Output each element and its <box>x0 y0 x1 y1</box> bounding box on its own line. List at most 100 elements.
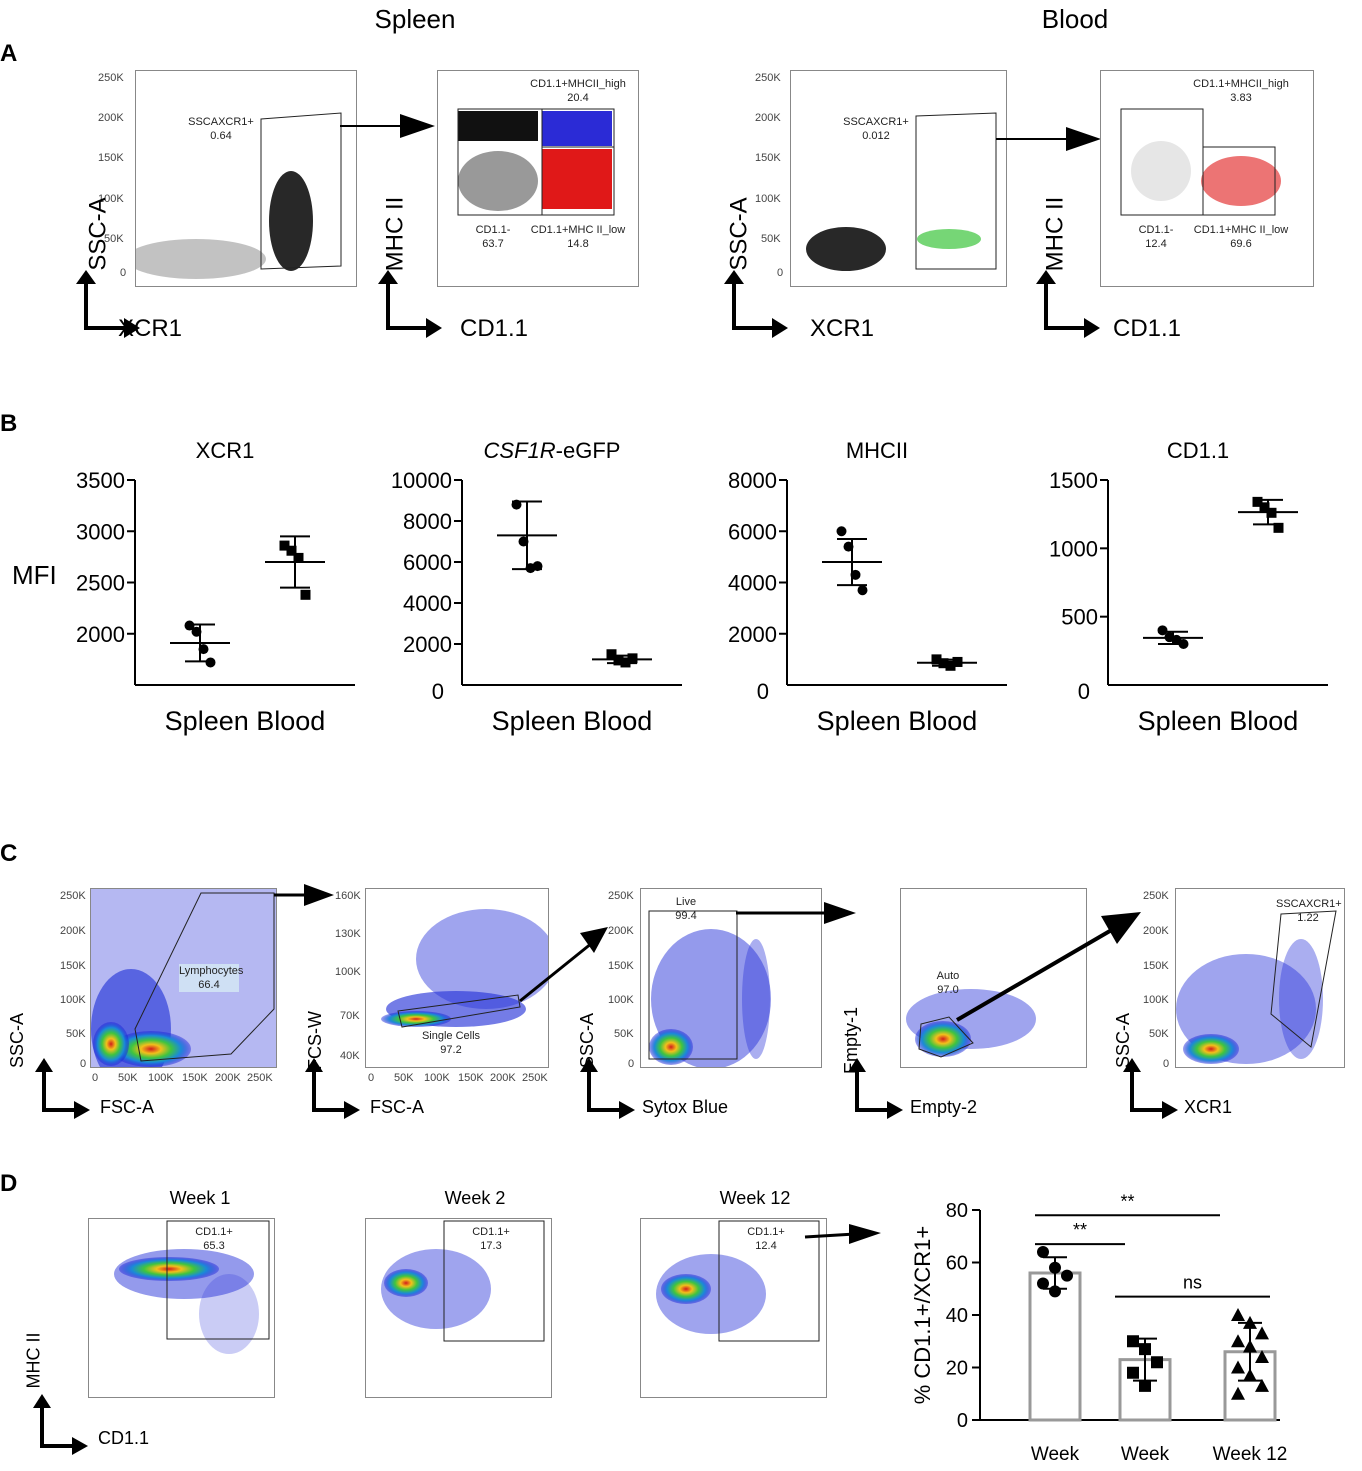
tick: 100K <box>335 966 361 978</box>
data-point <box>184 620 195 631</box>
c-scatter4 <box>906 989 1036 1058</box>
data-point <box>1037 1246 1049 1258</box>
tick: 50K <box>66 1028 86 1040</box>
c5-gate-value: 1.22 <box>1297 912 1319 924</box>
y-tick-label: 0 <box>957 1410 968 1432</box>
tick: 250K <box>1143 890 1169 902</box>
data-point <box>1243 1339 1257 1353</box>
tick: 50K <box>1149 1028 1169 1040</box>
a-blood-low-name: CD1.1+MHC II_low <box>1193 224 1289 236</box>
data-point <box>1231 1386 1245 1400</box>
c-live-plot: Live 99.4 <box>640 888 822 1068</box>
a-blood-axis-arrows <box>724 270 788 338</box>
a-spleen2-y-axis: MHC II <box>381 196 409 272</box>
d-scatter3 <box>656 1220 820 1342</box>
d-x-axis: CD1.1 <box>98 1428 150 1448</box>
a-blood-ssc-xcr1-plot: SSCAXCR1+ 0.012 <box>790 70 1007 287</box>
tick: 150K <box>182 1072 208 1084</box>
a-spleen-gate-arrow <box>340 114 435 138</box>
x-group-labels: Spleen Blood <box>817 706 978 736</box>
x-group-labels: Spleen Blood <box>165 706 326 736</box>
d3-gate-value: 12.4 <box>755 1240 777 1252</box>
data-point <box>511 499 522 510</box>
tick: 0 <box>120 267 127 279</box>
tick: 70K <box>340 1010 360 1022</box>
a-spleen-mhc-cd11-plot: CD1.1+MHCII_high 20.4 CD1.1- 63.7 CD1.1+… <box>437 70 639 287</box>
y-tick-label: 1500 <box>1049 468 1098 493</box>
y-tick-label: 2000 <box>728 622 777 647</box>
d-week2-plot: CD1.1+ 17.3 <box>365 1218 552 1398</box>
chart-title: MHCII <box>846 438 908 463</box>
c4-gate-name: Auto <box>936 970 960 982</box>
tick: 0 <box>80 1058 87 1070</box>
c3-gate-name: Live <box>675 896 697 908</box>
data-point <box>1037 1277 1049 1290</box>
c-scatter2 <box>381 909 548 1028</box>
data-point <box>1231 1334 1245 1348</box>
c-singlecells-plot: Single Cells 97.2 <box>365 888 549 1068</box>
a-blood-gate-arrow <box>996 127 1101 151</box>
data-point <box>938 658 949 669</box>
tick: 250K <box>522 1072 548 1084</box>
tick: 200K <box>608 925 634 937</box>
a-blood2-x-axis: CD1.1 <box>1113 315 1182 342</box>
a-spleen-scatter1 <box>136 112 342 279</box>
y-tick-label: 4000 <box>403 591 452 616</box>
panel-letter-a: A <box>0 40 18 67</box>
tick: 130K <box>335 928 361 940</box>
y-tick-label: 4000 <box>728 571 777 596</box>
data-point <box>293 552 304 563</box>
data-point <box>1157 625 1168 636</box>
a-blood-high-name: CD1.1+MHCII_high <box>1193 78 1289 90</box>
x-group-labels: Spleen Blood <box>1138 706 1299 736</box>
c2-gate-name: Single Cells <box>421 1030 481 1042</box>
data-point <box>1259 502 1270 513</box>
y-tick-label: 8000 <box>403 509 452 534</box>
a-blood-mhc-cd11-plot: CD1.1+MHCII_high 3.83 CD1.1- 12.4 CD1.1+… <box>1100 70 1314 287</box>
a-blood-scatter2 <box>1120 108 1281 216</box>
chart-title: CD1.1 <box>1167 438 1229 463</box>
tick: 200K <box>98 112 124 124</box>
d1-gate-name: CD1.1+ <box>195 1226 233 1238</box>
d-scatter2 <box>381 1220 545 1342</box>
y-tick-label: 2000 <box>403 632 452 657</box>
tick: 0 <box>368 1072 375 1084</box>
sig-label: ** <box>1120 1191 1134 1211</box>
data-point <box>931 654 942 665</box>
y-tick-label: 60 <box>946 1253 968 1275</box>
a-blood-high-value: 3.83 <box>1230 92 1252 104</box>
tick: 200K <box>215 1072 241 1084</box>
bar-label: Week <box>1121 1444 1170 1465</box>
data-point <box>205 657 216 668</box>
a-spleen-low-name: CD1.1+MHC II_low <box>530 224 626 236</box>
b-chart-2: MHCII 2000 4000 6000 8000 0 Spleen Blood <box>728 438 1007 736</box>
bar <box>1028 1271 1082 1422</box>
a-spleen-high-name: CD1.1+MHCII_high <box>530 78 626 90</box>
data-point <box>1243 1315 1257 1329</box>
sig-label: ns <box>1183 1273 1202 1293</box>
d-arrow <box>804 1224 881 1244</box>
b-y-label: MFI <box>12 560 57 590</box>
y-tick-label: 40 <box>946 1305 968 1327</box>
c5-axis-arrows <box>1123 1058 1178 1119</box>
a-spleen-low-value: 14.8 <box>567 238 589 250</box>
c2-arrow <box>519 927 608 1003</box>
data-point <box>850 569 861 580</box>
c3-axis-arrows <box>580 1058 635 1119</box>
data-point <box>613 655 624 666</box>
c2-gate-value: 97.2 <box>440 1044 462 1056</box>
d-week1-title: Week 1 <box>169 1188 231 1208</box>
data-point <box>1127 1366 1139 1379</box>
tick: 100K <box>98 193 124 205</box>
data-point <box>606 649 617 660</box>
b-chart-3: CD1.1 500 1000 1500 0 Spleen Blood <box>1049 438 1328 736</box>
data-point <box>1151 1356 1163 1369</box>
data-point <box>300 589 311 600</box>
a-spleen-gate1-name: SSCAXCR1+ <box>188 116 254 128</box>
data-point <box>857 585 868 596</box>
tick: 150K <box>98 152 124 164</box>
tick: 100K <box>424 1072 450 1084</box>
a-spleen-high-value: 20.4 <box>567 92 589 104</box>
a-blood-gate1-value: 0.012 <box>862 130 890 142</box>
data-point <box>198 644 209 655</box>
